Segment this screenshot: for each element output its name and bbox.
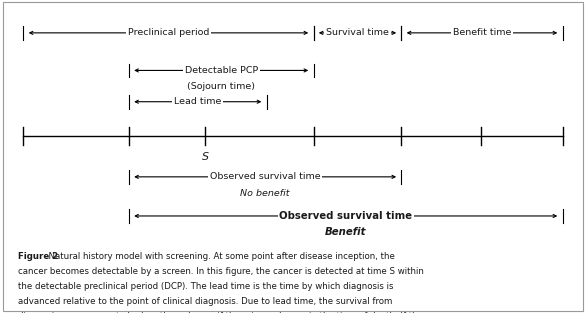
Text: cancer becomes detectable by a screen. In this figure, the cancer is detected at: cancer becomes detectable by a screen. I… [18, 267, 424, 276]
Text: No benefit: No benefit [240, 189, 290, 198]
Text: Benefit time: Benefit time [453, 28, 511, 37]
Text: Observed survival time: Observed survival time [210, 172, 321, 181]
Text: Detectable PCP: Detectable PCP [185, 66, 258, 75]
Text: Observed survival time: Observed survival time [280, 211, 412, 221]
Text: Lead time: Lead time [174, 97, 222, 106]
Text: diagnosis may appear to be lengthened even if there is no change in the time of : diagnosis may appear to be lengthened ev… [18, 312, 423, 313]
Text: Survival time: Survival time [326, 28, 389, 37]
Text: the detectable preclinical period (DCP). The lead time is the time by which diag: the detectable preclinical period (DCP).… [18, 282, 393, 291]
Text: Preclinical period: Preclinical period [128, 28, 209, 37]
Text: Benefit: Benefit [325, 227, 366, 237]
Text: (Sojourn time): (Sojourn time) [187, 82, 255, 91]
Text: Figure 2: Figure 2 [18, 252, 58, 261]
Text: S: S [202, 151, 209, 162]
Text: Natural history model with screening. At some point after disease inception, the: Natural history model with screening. At… [43, 252, 395, 261]
Text: advanced relative to the point of clinical diagnosis. Due to lead time, the surv: advanced relative to the point of clinic… [18, 297, 392, 306]
